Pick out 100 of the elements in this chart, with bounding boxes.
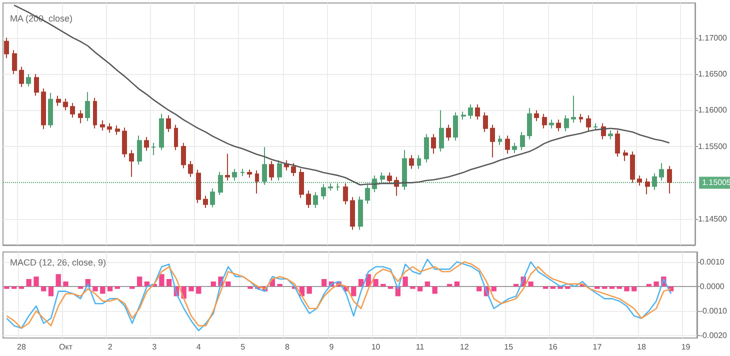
x-tick-label: 11 xyxy=(416,342,425,352)
x-tick-label: 16 xyxy=(548,342,558,352)
candlestick xyxy=(129,150,134,178)
bar xyxy=(632,286,637,292)
bar xyxy=(624,286,630,292)
candlestick xyxy=(56,95,61,106)
candlestick xyxy=(417,154,421,170)
candlestick xyxy=(115,124,120,136)
x-tick-label: 15 xyxy=(504,342,514,352)
candlestick xyxy=(453,112,458,142)
y-tick-label: 0.0010 xyxy=(700,257,725,266)
bar xyxy=(306,286,312,294)
bar xyxy=(424,281,430,286)
bar xyxy=(550,286,556,289)
x-tick-label: 2 xyxy=(108,342,113,352)
candlestick xyxy=(520,131,525,151)
candlestick xyxy=(85,92,90,122)
candlestick xyxy=(196,169,201,204)
x-tick-label: 12 xyxy=(460,342,470,352)
bar xyxy=(166,279,172,286)
bar xyxy=(609,286,615,289)
candlestick xyxy=(70,102,75,118)
candlestick xyxy=(328,182,333,192)
bar xyxy=(322,279,327,286)
candlestick xyxy=(579,113,583,124)
candlestick xyxy=(321,184,326,200)
bar xyxy=(107,286,113,292)
x-tick-label: 8 xyxy=(284,342,290,352)
candlestick xyxy=(615,130,620,158)
bar xyxy=(114,286,120,289)
candlestick xyxy=(365,184,370,204)
candlestick xyxy=(498,135,502,146)
candlestick xyxy=(41,88,46,130)
candlestick xyxy=(181,142,186,169)
bar xyxy=(48,286,54,296)
candlestick xyxy=(240,168,245,177)
y-tick-label: 1.17000 xyxy=(698,33,728,42)
candlestick xyxy=(144,136,149,152)
candlestick xyxy=(483,112,488,132)
bar xyxy=(513,284,519,286)
bar xyxy=(491,286,496,292)
candlestick xyxy=(210,188,215,208)
candlestick xyxy=(269,160,274,182)
candlestick xyxy=(527,108,532,140)
x-tick-label: 9 xyxy=(329,342,334,352)
candlestick xyxy=(26,74,31,87)
candlestick xyxy=(608,130,613,140)
candlestick xyxy=(107,122,112,134)
y-tick-label: 1.14500 xyxy=(698,214,728,224)
bar xyxy=(4,286,10,289)
candlestick xyxy=(667,166,672,194)
candlestick xyxy=(255,170,259,194)
x-tick-label: 19 xyxy=(681,342,691,352)
x-tick-label: 28 xyxy=(17,342,26,352)
bar xyxy=(558,286,563,289)
candlestick xyxy=(151,142,156,156)
candlestick xyxy=(188,160,193,178)
bar xyxy=(454,281,460,286)
candlestick xyxy=(409,154,414,170)
candlestick xyxy=(549,119,554,129)
y-tick-label: -0.0010 xyxy=(700,306,728,316)
candlestick xyxy=(313,192,318,209)
y-tick-label: 1.16500 xyxy=(698,70,728,79)
candlestick xyxy=(159,113,164,151)
candlestick xyxy=(203,195,208,209)
bar xyxy=(432,286,438,294)
bar xyxy=(100,286,106,294)
candlestick xyxy=(277,160,282,182)
bar xyxy=(447,284,452,286)
y-tick-label: 0.0000 xyxy=(700,282,725,291)
candlestick xyxy=(424,134,429,163)
candlestick xyxy=(174,124,178,151)
candlestick xyxy=(4,37,9,59)
candlestick xyxy=(299,168,304,198)
candlestick xyxy=(637,174,642,186)
bar xyxy=(528,281,534,286)
bar xyxy=(616,286,622,289)
candlestick xyxy=(218,171,223,196)
bar xyxy=(417,286,423,292)
x-tick-label: 4 xyxy=(196,342,202,352)
candlestick xyxy=(556,119,561,132)
candlestick xyxy=(122,127,127,158)
candlestick xyxy=(306,190,311,209)
candlestick xyxy=(586,114,591,132)
candlestick xyxy=(623,150,628,162)
bar xyxy=(654,281,659,286)
candlestick xyxy=(593,122,598,132)
candlestick xyxy=(137,135,142,166)
bar xyxy=(226,281,231,286)
candlestick xyxy=(512,142,517,154)
x-tick-label: 18 xyxy=(637,342,646,352)
bar xyxy=(277,284,282,286)
bar xyxy=(63,281,68,286)
bar xyxy=(388,286,394,289)
candlestick xyxy=(358,196,363,230)
bar xyxy=(56,274,61,286)
bar xyxy=(402,276,408,286)
bar xyxy=(130,286,135,289)
x-tick-label: 5 xyxy=(240,342,246,352)
candlestick xyxy=(247,169,252,178)
